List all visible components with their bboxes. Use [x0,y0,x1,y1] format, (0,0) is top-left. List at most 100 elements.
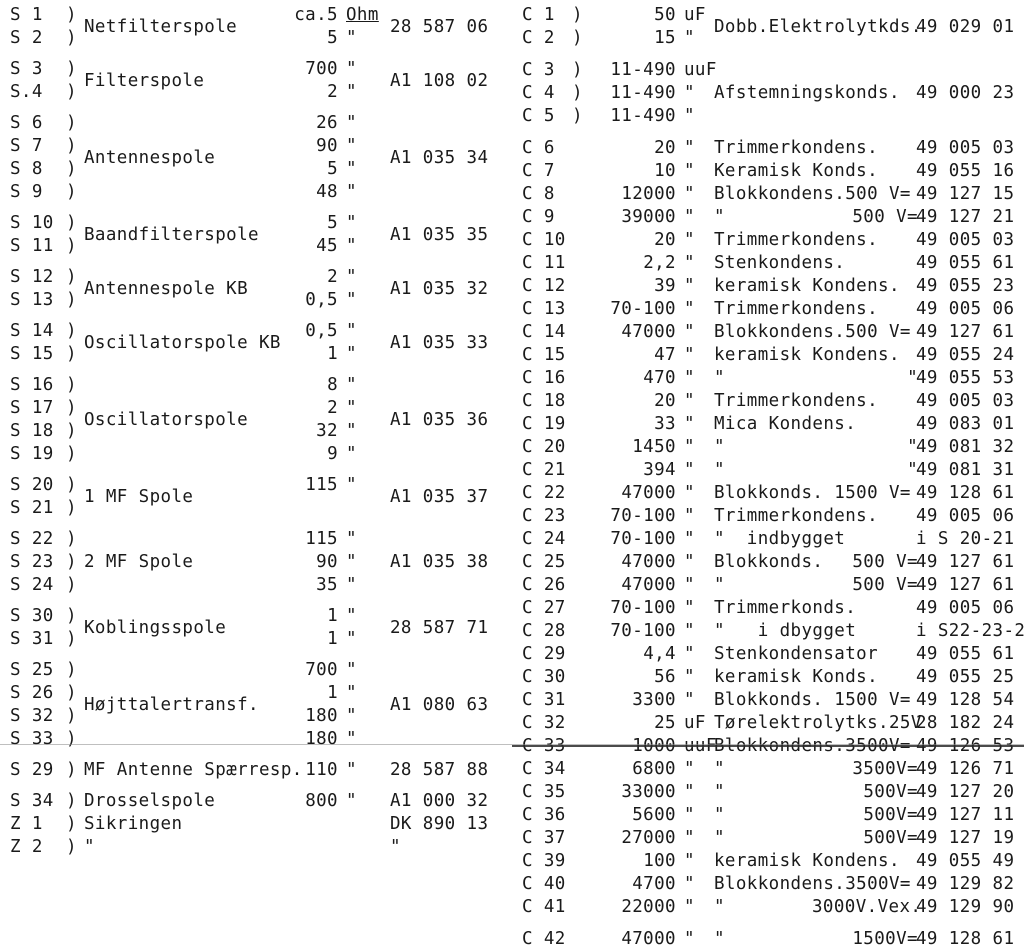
unit-label [346,836,388,859]
designator: S 12 [10,267,54,287]
table-row: C 24 70-100 " " indbygget i S 20-21 [512,528,1024,551]
bottom-rule [512,745,1024,747]
group-brace: ) [572,83,583,103]
component-name: Blokkondens.500 V= [714,184,911,204]
group-brace: ) [572,5,583,25]
resistance-value: 90 [316,136,338,156]
table-row: C 27 70-100 " Trimmerkonds. 49 005 06 [512,597,1024,620]
capacitance-value: 12000 [621,184,676,204]
table-row: C 40 4700 " Blokkondens.3500V= 49 129 82 [512,873,1024,896]
group-brace: ) [66,575,77,595]
designator: C 32 [522,713,566,733]
part-number: 49 128 54 [916,690,1015,710]
resistance-value: 700 [305,660,338,680]
designator: C 24 [522,529,566,549]
unit-label: " [684,552,695,572]
component-name: Blokkondens.3500V= [714,874,911,894]
parts-group: C 1) 50 uF C 2) 15 " Dobb.Elektrolytkds. 49 029… [512,4,1024,50]
part-number: A1 035 33 [390,333,489,353]
designator: C 20 [522,437,566,457]
component-name: Koblingsspole [84,618,227,638]
unit-label: " [346,136,357,156]
unit-label: " [684,414,695,434]
unit-label: " [684,106,695,126]
group-brace: ) [66,398,77,418]
designator: S 34 [10,791,54,811]
designator: C 19 [522,414,566,434]
table-row: C 12 39 " keramisk Kondens. 49 055 23 [512,275,1024,298]
part-number: 28 587 88 [390,760,489,780]
designator: C 2 [522,28,555,48]
capacitance-value: 70-100 [610,506,676,526]
unit-label: " [684,345,695,365]
part-number: 49 127 15 [916,184,1015,204]
part-number: 49 128 61 [916,929,1015,949]
component-name: keramisk Konds. [714,667,879,687]
component-name: " [714,437,725,457]
unit-label: " [684,575,695,595]
voltage-rating: " [907,368,918,388]
part-number: 49 055 23 [916,276,1015,296]
table-row: C 8 12000 " Blokkondens.500 V= 49 127 15 [512,183,1024,206]
unit-label: " [346,421,357,441]
unit-label [346,497,388,520]
capacitance-value: 11-490 [610,106,676,126]
parts-group: S 14) 0,5 " S 15) 1 " Oscillatorspole KB A1 035… [0,320,512,366]
designator: S 15 [10,344,54,364]
group-brace: ) [66,375,77,395]
table-row: C 35 33000 " " 500V= 49 127 20 [512,781,1024,804]
unit-label: " [346,113,357,133]
resistance-value: 0,5 [305,321,338,341]
unit-label: " [684,598,695,618]
resistance-value: 2 [327,398,338,418]
parts-group: S 6) 26 " S 7) 90 " S 8) 5 " S 9) 48 " Antennespole A… [0,112,512,204]
resistance-value: 180 [305,706,338,726]
unit-label: " [346,444,357,464]
parts-group: S 29) 110 " MF Antenne Spærresp. 28 587 88 [0,759,512,782]
unit-label [346,813,388,836]
component-name: Højttalertransf. [84,695,259,715]
voltage-rating: 500V= [863,782,918,802]
group-brace: ) [66,28,77,48]
designator: C 15 [522,345,566,365]
capacitance-value: 2,2 [643,253,676,273]
group-brace: ) [66,444,77,464]
capacitance-value: 39 [654,276,676,296]
component-name: Afstemningskonds. [714,83,900,103]
designator: S 7 [10,136,43,156]
capacitance-value: 56 [654,667,676,687]
table-row: C 28 70-100 " " i dbygget i S22-23-24 [512,620,1024,643]
table-row: C 36 5600 " " 500V= 49 127 11 [512,804,1024,827]
unit-label: " [684,529,695,549]
unit-label: " [346,706,357,726]
designator: C 40 [522,874,566,894]
designator: S 13 [10,290,54,310]
resistance-value: 2 [327,82,338,102]
component-name: Trimmerkonds. [714,598,857,618]
group-brace: ) [572,60,583,80]
component-name: Blokkonds. [714,552,824,572]
part-number: 49 128 61 [916,483,1015,503]
capacitance-value: 50 [654,5,676,25]
component-name: Dobb.Elektrolytkds. [714,17,922,37]
part-number: i S 20-21 [916,529,1015,549]
part-number: A1 035 38 [390,552,489,572]
group-brace: ) [66,729,77,749]
component-name: MF Antenne Spærresp. [84,760,303,780]
table-row: C 25 47000 " Blokkonds. 500 V= 49 127 61 [512,551,1024,574]
resistance-value: 180 [305,729,338,749]
designator: S.4 [10,82,43,102]
designator: S 2 [10,28,43,48]
designator: S 9 [10,182,43,202]
component-name: Antennespole KB [84,279,249,299]
capacitance-value: 20 [654,230,676,250]
designator: C 31 [522,690,566,710]
unit-label: " [684,161,695,181]
component-name: " [84,837,95,857]
capacitance-value: 70-100 [610,598,676,618]
component-name: keramisk Kondens. [714,851,900,871]
parts-group: S 20) 115 " S 21) 1 MF Spole A1 035 37 [0,474,512,520]
designator: C 29 [522,644,566,664]
part-number: 49 055 25 [916,667,1015,687]
table-row: C 19 33 " Mica Kondens. 49 083 01 [512,413,1024,436]
